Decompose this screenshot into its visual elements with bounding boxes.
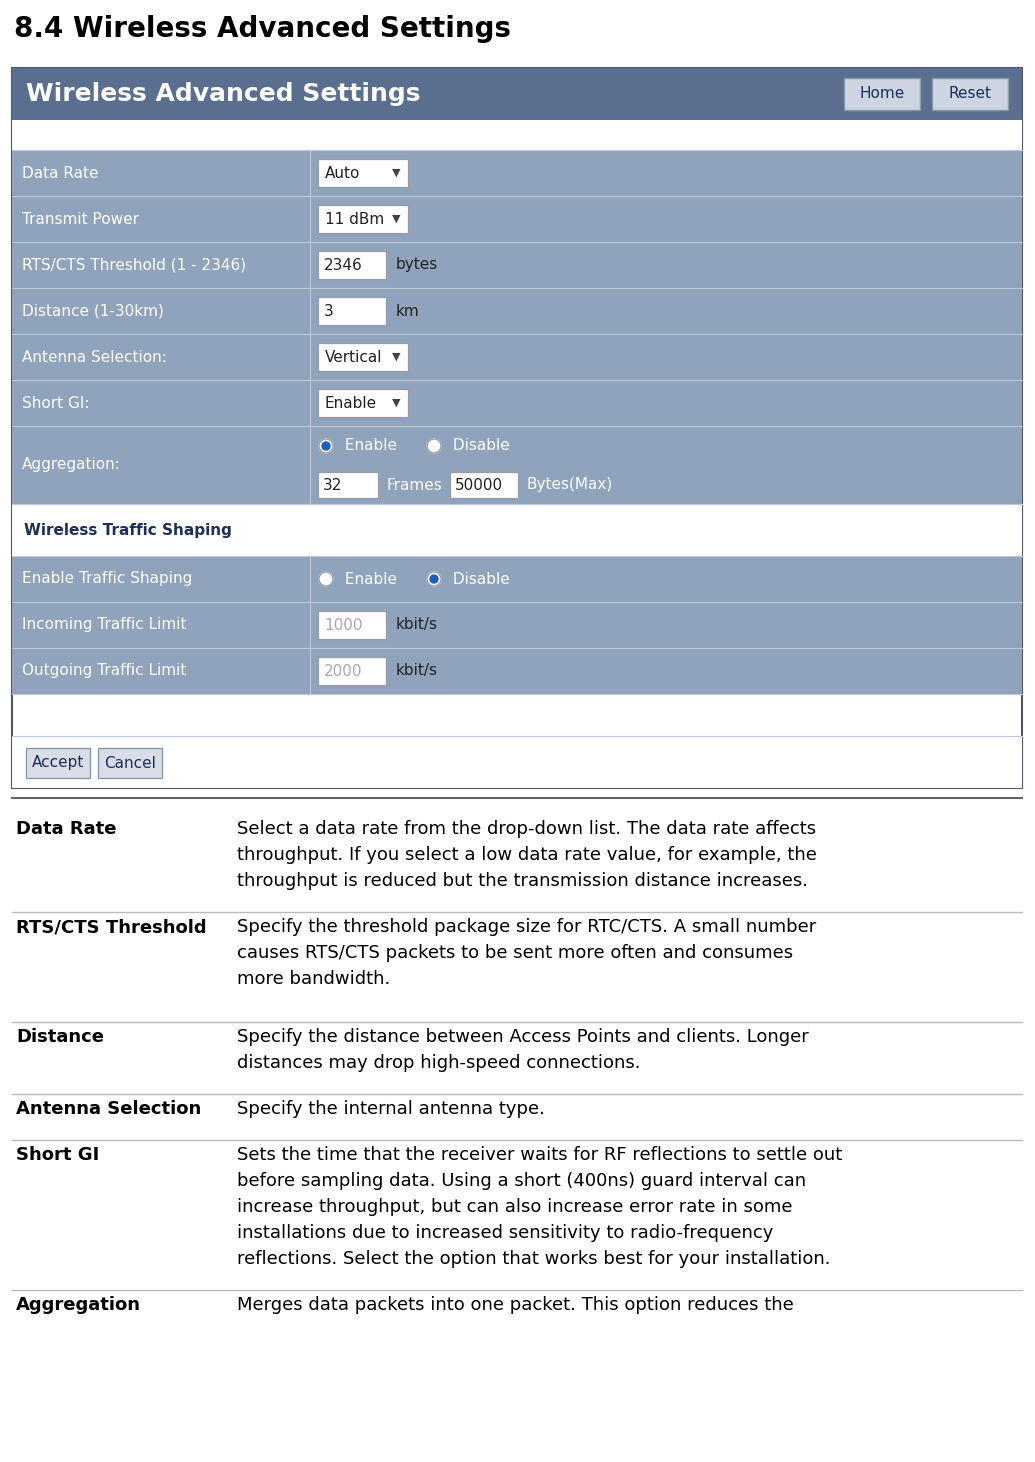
Bar xyxy=(12,602,1022,648)
Bar xyxy=(12,735,1022,788)
Text: Accept: Accept xyxy=(32,756,84,770)
Text: Enable: Enable xyxy=(341,572,397,586)
Text: Wireless Traffic Shaping: Wireless Traffic Shaping xyxy=(24,522,232,538)
Text: Specify the internal antenna type.: Specify the internal antenna type. xyxy=(237,1099,544,1118)
Text: Enable: Enable xyxy=(341,439,397,453)
Text: ▼: ▼ xyxy=(392,213,401,224)
Text: kbit/s: kbit/s xyxy=(396,617,438,633)
Bar xyxy=(450,472,518,499)
Text: Disable: Disable xyxy=(448,439,510,453)
Text: Transmit Power: Transmit Power xyxy=(22,212,139,227)
Text: Antenna Selection: Antenna Selection xyxy=(16,1099,201,1118)
Bar xyxy=(318,472,378,499)
Text: Auto: Auto xyxy=(325,165,360,180)
Circle shape xyxy=(427,439,441,453)
Bar xyxy=(12,556,1022,602)
Bar xyxy=(12,504,1022,556)
Bar xyxy=(12,648,1022,694)
Bar xyxy=(932,77,1008,110)
Bar xyxy=(12,196,1022,243)
Text: 11 dBm: 11 dBm xyxy=(325,212,384,227)
Text: 2346: 2346 xyxy=(324,257,362,272)
Text: Specify the distance between Access Points and clients. Longer: Specify the distance between Access Poin… xyxy=(237,1028,808,1045)
Circle shape xyxy=(427,572,441,586)
Text: RTS/CTS Threshold: RTS/CTS Threshold xyxy=(16,918,207,936)
Circle shape xyxy=(322,442,330,450)
Text: Frames: Frames xyxy=(386,478,442,493)
Text: Select a data rate from the drop-down list. The data rate affects: Select a data rate from the drop-down li… xyxy=(237,820,817,838)
Bar xyxy=(12,120,1022,151)
Bar xyxy=(318,611,386,639)
Text: ▼: ▼ xyxy=(392,352,401,363)
Text: throughput is reduced but the transmission distance increases.: throughput is reduced but the transmissi… xyxy=(237,871,808,890)
Text: 2000: 2000 xyxy=(324,664,362,678)
Text: Outgoing Traffic Limit: Outgoing Traffic Limit xyxy=(22,664,186,678)
Text: distances may drop high-speed connections.: distances may drop high-speed connection… xyxy=(237,1054,641,1072)
Bar xyxy=(12,243,1022,288)
Bar xyxy=(12,425,1022,504)
Text: Specify the threshold package size for RTC/CTS. A small number: Specify the threshold package size for R… xyxy=(237,918,817,936)
Text: bytes: bytes xyxy=(396,257,438,272)
Text: installations due to increased sensitivity to radio-frequency: installations due to increased sensitivi… xyxy=(237,1224,773,1243)
Bar xyxy=(12,69,1022,120)
Text: Merges data packets into one packet. This option reduces the: Merges data packets into one packet. Thi… xyxy=(237,1295,794,1314)
Text: Aggregation:: Aggregation: xyxy=(22,458,121,472)
Text: Antenna Selection:: Antenna Selection: xyxy=(22,349,167,364)
Bar xyxy=(318,205,408,232)
Text: 3: 3 xyxy=(324,304,333,319)
Text: ▼: ▼ xyxy=(392,398,401,408)
Text: kbit/s: kbit/s xyxy=(396,664,438,678)
Text: 8.4 Wireless Advanced Settings: 8.4 Wireless Advanced Settings xyxy=(14,15,511,42)
Bar xyxy=(318,656,386,686)
Text: before sampling data. Using a short (400ns) guard interval can: before sampling data. Using a short (400… xyxy=(237,1173,806,1190)
Circle shape xyxy=(319,572,333,586)
Text: Enable Traffic Shaping: Enable Traffic Shaping xyxy=(22,572,193,586)
Text: Reset: Reset xyxy=(948,86,992,101)
Text: Wireless Advanced Settings: Wireless Advanced Settings xyxy=(26,82,420,107)
Text: increase throughput, but can also increase error rate in some: increase throughput, but can also increa… xyxy=(237,1197,793,1216)
Text: Short GI: Short GI xyxy=(16,1146,99,1164)
Text: Cancel: Cancel xyxy=(105,756,156,770)
Bar xyxy=(318,159,408,187)
Bar xyxy=(844,77,920,110)
Text: km: km xyxy=(396,304,420,319)
Circle shape xyxy=(319,439,333,453)
Text: Incoming Traffic Limit: Incoming Traffic Limit xyxy=(22,617,186,633)
Text: Home: Home xyxy=(859,86,905,101)
Text: reflections. Select the option that works best for your installation.: reflections. Select the option that work… xyxy=(237,1250,830,1268)
Text: throughput. If you select a low data rate value, for example, the: throughput. If you select a low data rat… xyxy=(237,846,817,864)
Text: 1000: 1000 xyxy=(324,617,362,633)
Circle shape xyxy=(430,575,438,583)
Text: Enable: Enable xyxy=(325,396,377,411)
Bar xyxy=(318,389,408,417)
Text: Distance (1-30km): Distance (1-30km) xyxy=(22,304,164,319)
Text: Data Rate: Data Rate xyxy=(16,820,117,838)
Bar xyxy=(12,151,1022,196)
Bar xyxy=(26,749,90,778)
Bar xyxy=(12,333,1022,380)
Text: 32: 32 xyxy=(323,478,343,493)
Text: more bandwidth.: more bandwidth. xyxy=(237,969,390,988)
Bar xyxy=(12,288,1022,333)
Text: Distance: Distance xyxy=(16,1028,104,1045)
Text: Aggregation: Aggregation xyxy=(16,1295,141,1314)
Bar xyxy=(12,69,1022,788)
Text: Sets the time that the receiver waits for RF reflections to settle out: Sets the time that the receiver waits fo… xyxy=(237,1146,842,1164)
Bar xyxy=(12,380,1022,425)
Bar xyxy=(318,251,386,279)
Bar xyxy=(318,297,386,325)
Text: Data Rate: Data Rate xyxy=(22,165,98,180)
Text: RTS/CTS Threshold (1 - 2346): RTS/CTS Threshold (1 - 2346) xyxy=(22,257,246,272)
Bar xyxy=(98,749,162,778)
Text: Vertical: Vertical xyxy=(325,349,383,364)
Text: ▼: ▼ xyxy=(392,168,401,178)
Text: Bytes(Max): Bytes(Max) xyxy=(526,478,613,493)
Text: Short GI:: Short GI: xyxy=(22,396,89,411)
Text: 50000: 50000 xyxy=(455,478,503,493)
Text: Disable: Disable xyxy=(448,572,510,586)
Bar xyxy=(318,344,408,371)
Text: causes RTS/CTS packets to be sent more often and consumes: causes RTS/CTS packets to be sent more o… xyxy=(237,944,793,962)
